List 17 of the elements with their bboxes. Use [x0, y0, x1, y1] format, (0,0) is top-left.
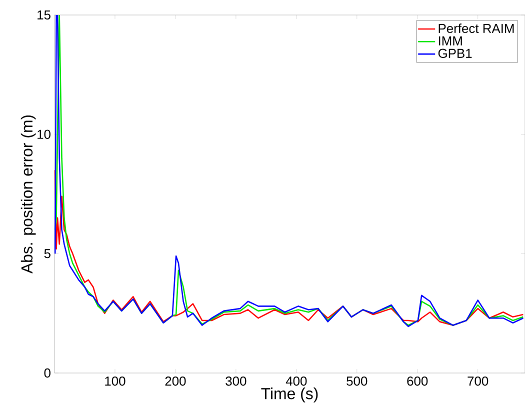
y-tick-label: 10	[38, 130, 50, 139]
x-tick-label: 700	[468, 376, 488, 386]
x-tick-label: 300	[226, 376, 246, 386]
legend-label: IMM	[438, 36, 462, 46]
x-axis-title: Time (s)	[261, 388, 318, 402]
legend-label: GPB1	[438, 48, 472, 58]
x-tick-label: 500	[346, 376, 368, 386]
y-tick-label: 15	[38, 10, 50, 20]
x-tick-label: 400	[286, 376, 307, 386]
y-tick-label: 5	[44, 249, 50, 258]
y-axis-title: Abs. position error (m)	[20, 115, 36, 274]
legend-label: Perfect RAIM	[438, 24, 514, 34]
x-tick-label: 600	[407, 376, 428, 386]
y-tick-label: 0	[44, 368, 50, 378]
x-tick-label: 200	[165, 376, 186, 386]
line-series	[54, 169, 524, 326]
x-tick-label: 100	[105, 376, 126, 386]
